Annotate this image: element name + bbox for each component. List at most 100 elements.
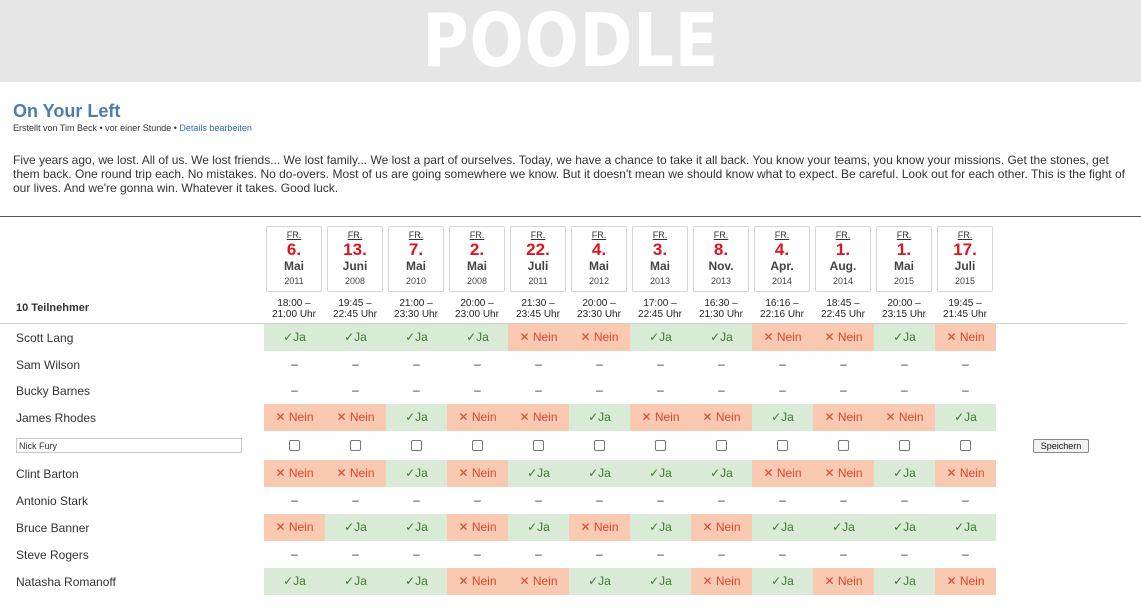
vote-no-cell: ✕ Nein <box>264 404 325 431</box>
vote-no-cell: ✕ Nein <box>691 404 752 431</box>
vote-yes-cell: ✓Ja <box>386 568 447 595</box>
vote-checkbox[interactable] <box>350 440 361 451</box>
vote-checkbox[interactable] <box>411 440 422 451</box>
date-time-range: 21:00 –23:30 Uhr <box>386 298 446 320</box>
date-option-card[interactable]: FR. 2. Mai 2008 <box>449 226 505 292</box>
date-option-card[interactable]: FR. 3. Mai 2013 <box>632 226 688 292</box>
vote-empty-cell: – <box>718 493 725 507</box>
vote-yes-cell: ✓Ja <box>691 460 752 487</box>
date-option-card[interactable]: FR. 8. Nov. 2013 <box>693 226 749 292</box>
participant-name-input[interactable] <box>16 438 242 453</box>
vote-yes-cell: ✓Ja <box>264 568 325 595</box>
date-weekday: FR. <box>835 230 851 240</box>
vote-no-cell: ✕ Nein <box>813 568 874 595</box>
vote-yes-cell: ✓Ja <box>752 568 813 595</box>
vote-checkbox[interactable] <box>472 440 483 451</box>
vote-checkbox[interactable] <box>594 440 605 451</box>
date-year: 2013 <box>649 276 671 286</box>
vote-yes-cell: ✓Ja <box>874 514 935 541</box>
date-year: 2015 <box>893 276 915 286</box>
vote-checkbox[interactable] <box>960 440 971 451</box>
date-option-card[interactable]: FR. 17. Juli 2015 <box>937 226 993 292</box>
vote-empty-cell: – <box>413 547 420 561</box>
time-end: 21:00 Uhr <box>272 309 316 320</box>
vote-empty-cell: – <box>901 383 908 397</box>
vote-yes-cell: ✓Ja <box>508 460 569 487</box>
vote-no-cell: ✕ Nein <box>813 460 874 487</box>
vote-empty-cell: – <box>901 547 908 561</box>
date-option-card[interactable]: FR. 6. Mai 2011 <box>266 226 322 292</box>
edit-details-link[interactable]: Details bearbeiten <box>179 123 252 133</box>
date-day: 4. <box>591 240 607 259</box>
participant-name: Antonio Stark <box>16 494 89 508</box>
time-start: 17:00 – <box>643 298 677 309</box>
time-end: 22:16 Uhr <box>760 309 804 320</box>
time-end: 23:00 Uhr <box>455 309 499 320</box>
date-month: Aug. <box>829 259 857 273</box>
vote-yes-cell: ✓Ja <box>813 514 874 541</box>
date-weekday: FR. <box>286 230 302 240</box>
vote-yes-cell: ✓Ja <box>630 324 691 351</box>
date-time-range: 21:30 –23:45 Uhr <box>508 298 568 320</box>
time-end: 22:45 Uhr <box>821 309 865 320</box>
vote-empty-cell: – <box>962 493 969 507</box>
date-option-card[interactable]: FR. 13. Juni 2008 <box>327 226 383 292</box>
date-weekday: FR. <box>774 230 790 240</box>
date-option-card[interactable]: FR. 1. Mai 2015 <box>876 226 932 292</box>
vote-no-cell: ✕ Nein <box>752 460 813 487</box>
date-day: 22. <box>526 240 550 259</box>
vote-empty-cell: – <box>535 383 542 397</box>
vote-checkbox[interactable] <box>899 440 910 451</box>
vote-no-cell: ✕ Nein <box>508 324 569 351</box>
vote-empty-cell: – <box>962 383 969 397</box>
vote-no-cell: ✕ Nein <box>813 324 874 351</box>
vote-yes-cell: ✓Ja <box>264 324 325 351</box>
time-start: 19:45 – <box>338 298 372 309</box>
vote-checkbox[interactable] <box>289 440 300 451</box>
vote-yes-cell: ✓Ja <box>386 460 447 487</box>
date-month: Nov. <box>708 259 734 273</box>
vote-empty-cell: – <box>657 547 664 561</box>
date-option-card[interactable]: FR. 22. Juli 2011 <box>510 226 566 292</box>
date-day: 6. <box>286 240 302 259</box>
date-day: 17. <box>953 240 977 259</box>
save-button[interactable]: Speichern <box>1033 439 1089 453</box>
vote-empty-cell: – <box>657 493 664 507</box>
vote-yes-cell: ✓Ja <box>874 568 935 595</box>
date-year: 2011 <box>284 276 304 286</box>
vote-empty-cell: – <box>779 383 786 397</box>
vote-yes-cell: ✓Ja <box>935 404 996 431</box>
vote-no-cell: ✕ Nein <box>935 568 996 595</box>
date-weekday: FR. <box>652 230 668 240</box>
date-weekday: FR. <box>713 230 729 240</box>
date-year: 2008 <box>344 276 366 286</box>
date-year: 2008 <box>466 276 488 286</box>
time-start: 20:00 – <box>887 298 921 309</box>
vote-no-cell: ✕ Nein <box>569 324 630 351</box>
vote-empty-cell: – <box>840 493 847 507</box>
header-divider <box>0 323 1127 324</box>
vote-no-cell: ✕ Nein <box>264 514 325 541</box>
date-option-card[interactable]: FR. 7. Mai 2010 <box>388 226 444 292</box>
time-end: 23:15 Uhr <box>882 309 926 320</box>
vote-empty-cell: – <box>352 357 359 371</box>
participant-name: Bucky Barnes <box>16 384 91 398</box>
vote-checkbox[interactable] <box>716 440 727 451</box>
vote-no-cell: ✕ Nein <box>935 324 996 351</box>
date-year: 2014 <box>771 276 793 286</box>
vote-checkbox[interactable] <box>838 440 849 451</box>
date-option-card[interactable]: FR. 1. Aug. 2014 <box>815 226 871 292</box>
date-time-range: 17:00 –22:45 Uhr <box>630 298 690 320</box>
date-time-range: 19:45 –22:45 Uhr <box>325 298 385 320</box>
vote-empty-cell: – <box>413 357 420 371</box>
vote-checkbox[interactable] <box>777 440 788 451</box>
vote-checkbox[interactable] <box>533 440 544 451</box>
date-option-card[interactable]: FR. 4. Mai 2012 <box>571 226 627 292</box>
vote-checkbox[interactable] <box>655 440 666 451</box>
vote-empty-cell: – <box>840 383 847 397</box>
date-month: Juni <box>342 259 368 273</box>
time-start: 20:00 – <box>582 298 616 309</box>
time-end: 23:30 Uhr <box>577 309 621 320</box>
vote-empty-cell: – <box>474 547 481 561</box>
date-option-card[interactable]: FR. 4. Apr. 2014 <box>754 226 810 292</box>
